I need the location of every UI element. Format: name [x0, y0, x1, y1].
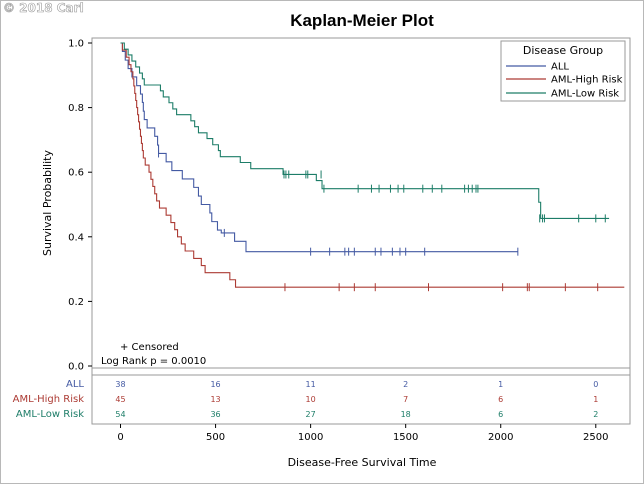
x-axis: 0 500 1000 1500 2000 2500 — [117, 424, 609, 443]
series-layer — [120, 42, 625, 292]
risk-count: 45 — [115, 395, 125, 404]
risk-count: 16 — [210, 380, 220, 389]
series-line-1 — [120, 42, 625, 288]
risk-row-label: ALL — [66, 379, 84, 390]
risk-count: 7 — [403, 395, 408, 404]
risk-count: 1 — [498, 380, 503, 389]
x-tick-label: 500 — [206, 432, 225, 443]
risk-count: 10 — [306, 395, 316, 404]
x-tick-label: 1000 — [298, 432, 323, 443]
x-tick-label: 2500 — [583, 432, 608, 443]
x-tick-label: 1500 — [393, 432, 418, 443]
y-tick-label: 1.0 — [68, 39, 84, 50]
risk-row-label: AML-High Risk — [13, 394, 85, 405]
log-rank-note: Log Rank p = 0.0010 — [101, 356, 206, 367]
risk-count: 13 — [210, 395, 220, 404]
legend-box — [500, 40, 626, 102]
risk-count: 6 — [498, 395, 503, 404]
x-tick-label: 2000 — [488, 432, 513, 443]
risk-count: 2 — [593, 410, 598, 419]
chart-title: Kaplan-Meier Plot — [290, 11, 434, 30]
legend: Disease Group ALL AML-High Risk AML-Low … — [500, 40, 626, 102]
legend-label-aml-low: AML-Low Risk — [551, 89, 619, 100]
risk-count: 6 — [498, 410, 503, 419]
series-line-0 — [120, 42, 518, 253]
risk-count: 11 — [306, 380, 316, 389]
x-axis-label: Disease-Free Survival Time — [288, 456, 437, 469]
x-tick-label: 0 — [117, 432, 123, 443]
risk-count: 38 — [115, 380, 125, 389]
y-tick-label: 0.8 — [68, 103, 84, 114]
y-tick-label: 0.0 — [68, 362, 84, 373]
risk-count: 18 — [401, 410, 411, 419]
legend-label-aml-high: AML-High Risk — [551, 75, 623, 86]
legend-label-all: ALL — [551, 62, 569, 73]
y-axis-label: Survival Probability — [41, 150, 54, 256]
risk-row-label: AML-Low Risk — [16, 409, 84, 420]
series-line-2 — [120, 42, 610, 219]
risk-count: 54 — [115, 410, 125, 419]
y-tick-label: 0.4 — [68, 232, 84, 243]
legend-title: Disease Group — [523, 44, 603, 57]
y-tick-label: 0.2 — [68, 297, 84, 308]
risk-count: 27 — [306, 410, 316, 419]
risk-table-area — [91, 374, 631, 425]
risk-count: 1 — [593, 395, 598, 404]
y-axis: 0.0 0.2 0.4 0.6 0.8 1.0 — [68, 39, 92, 373]
risk-count: 0 — [593, 380, 598, 389]
plot-area — [91, 37, 631, 369]
watermark-text: © 2018 Carl — [3, 1, 84, 15]
risk-count: 2 — [403, 380, 408, 389]
censored-note: + Censored — [120, 342, 179, 353]
risk-count: 36 — [210, 410, 220, 419]
y-tick-label: 0.6 — [68, 168, 84, 179]
